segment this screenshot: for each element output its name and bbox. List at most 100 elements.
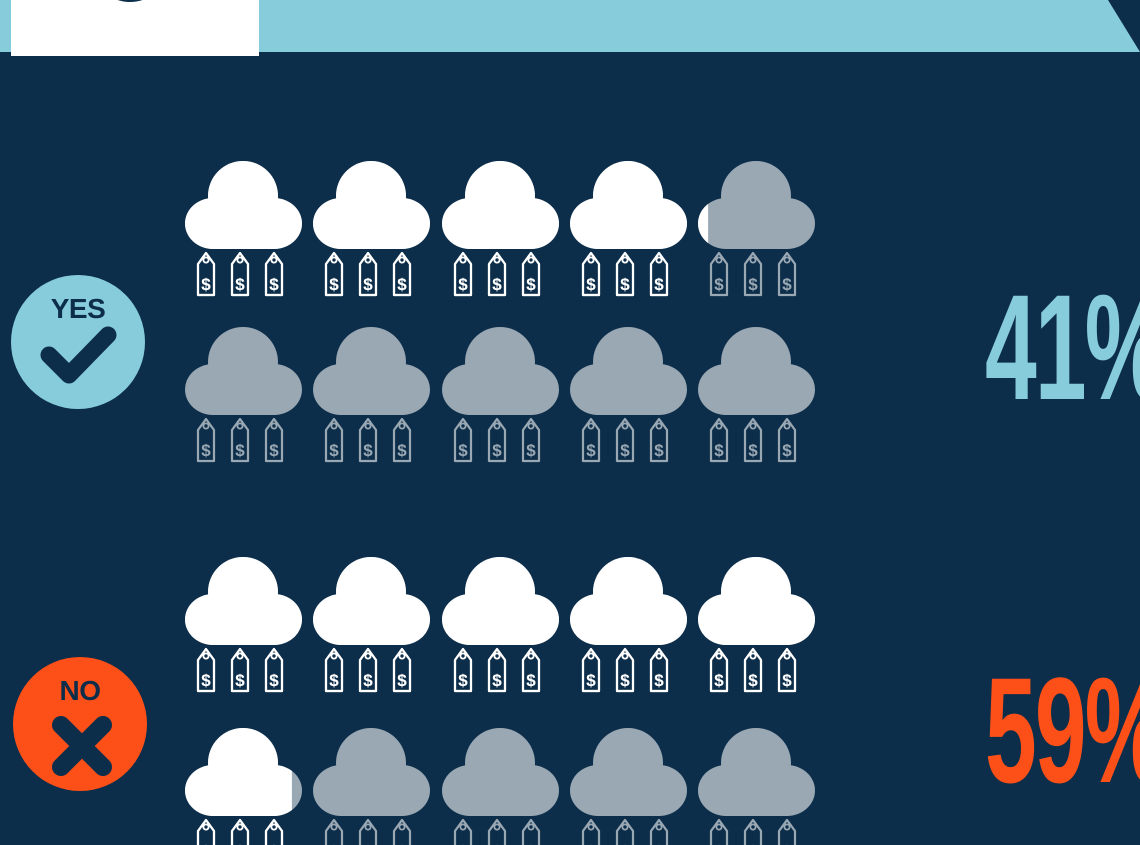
svg-text:$: $ xyxy=(782,275,792,294)
svg-text:$: $ xyxy=(458,275,468,294)
svg-text:$: $ xyxy=(586,842,596,845)
svg-text:$: $ xyxy=(201,842,211,845)
svg-text:$: $ xyxy=(458,275,468,294)
svg-text:$: $ xyxy=(458,671,468,690)
svg-text:$: $ xyxy=(458,441,468,460)
svg-text:$: $ xyxy=(748,842,758,845)
no-cloud-icon: $ $ $ xyxy=(313,728,430,845)
no-cloud-icon: $$$$$$ xyxy=(313,557,430,693)
yes-cloud-icon: $ $ $ xyxy=(570,327,687,463)
svg-text:$: $ xyxy=(201,671,211,690)
no-cloud-icon: $$$$$$ xyxy=(185,728,302,845)
no-badge: NO xyxy=(13,657,147,791)
svg-text:$: $ xyxy=(269,842,279,845)
svg-text:$: $ xyxy=(654,671,664,690)
svg-text:$: $ xyxy=(586,275,596,294)
svg-text:$: $ xyxy=(397,275,407,294)
svg-text:$: $ xyxy=(714,275,724,294)
svg-text:$: $ xyxy=(620,275,630,294)
svg-text:$: $ xyxy=(329,842,339,845)
svg-text:$: $ xyxy=(269,842,279,845)
svg-text:$: $ xyxy=(363,842,373,845)
svg-text:$: $ xyxy=(363,671,373,690)
yes-cloud-icon: $ $ $$ $ $ xyxy=(698,161,815,297)
yes-cloud-icon: $ $ $$ $ $ xyxy=(185,161,302,297)
no-cloud-icon: $ $ $ xyxy=(698,728,815,845)
yes-label: YES xyxy=(50,293,106,324)
svg-text:$: $ xyxy=(748,671,758,690)
svg-text:$: $ xyxy=(329,275,339,294)
svg-text:$: $ xyxy=(526,671,536,690)
yes-cloud-icon: $ $ $$ $ $ xyxy=(570,161,687,297)
top-banner xyxy=(0,0,1140,52)
svg-text:$: $ xyxy=(235,842,245,845)
svg-text:$: $ xyxy=(458,842,468,845)
svg-text:$: $ xyxy=(269,275,279,294)
svg-text:$: $ xyxy=(526,275,536,294)
no-cloud-icon: $$$$$$ xyxy=(442,557,559,693)
svg-text:$: $ xyxy=(492,671,502,690)
svg-text:$: $ xyxy=(492,842,502,845)
svg-text:$: $ xyxy=(397,671,407,690)
svg-text:$: $ xyxy=(329,441,339,460)
svg-text:$: $ xyxy=(586,275,596,294)
svg-text:$: $ xyxy=(586,671,596,690)
svg-text:$: $ xyxy=(526,441,536,460)
svg-text:$: $ xyxy=(363,671,373,690)
svg-text:$: $ xyxy=(329,275,339,294)
yes-badge: YES xyxy=(11,275,145,409)
yes-cloud-icon: $ $ $$ $ $ xyxy=(313,161,430,297)
svg-text:$: $ xyxy=(201,441,211,460)
svg-text:$: $ xyxy=(748,671,758,690)
svg-text:$: $ xyxy=(235,671,245,690)
svg-text:$: $ xyxy=(654,275,664,294)
svg-text:$: $ xyxy=(492,275,502,294)
svg-text:$: $ xyxy=(235,275,245,294)
svg-text:$: $ xyxy=(397,671,407,690)
svg-text:$: $ xyxy=(235,671,245,690)
yes-percent: 41% xyxy=(985,263,1140,431)
svg-text:$: $ xyxy=(269,441,279,460)
x-mark-icon xyxy=(52,716,112,776)
svg-text:$: $ xyxy=(492,275,502,294)
no-cloud-icon: $ $ $ xyxy=(570,728,687,845)
svg-text:$: $ xyxy=(329,671,339,690)
svg-text:$: $ xyxy=(654,671,664,690)
svg-text:$: $ xyxy=(269,671,279,690)
no-percent: 59% xyxy=(985,646,1140,814)
no-cloud-icon: $$$$$$ xyxy=(698,557,815,693)
svg-text:$: $ xyxy=(201,275,211,294)
svg-text:$: $ xyxy=(586,441,596,460)
svg-text:$: $ xyxy=(748,441,758,460)
svg-text:$: $ xyxy=(235,441,245,460)
svg-text:$: $ xyxy=(620,441,630,460)
svg-text:$: $ xyxy=(714,842,724,845)
svg-text:$: $ xyxy=(526,671,536,690)
svg-text:$: $ xyxy=(235,842,245,845)
svg-text:$: $ xyxy=(269,275,279,294)
svg-text:$: $ xyxy=(748,275,758,294)
svg-text:$: $ xyxy=(492,441,502,460)
yes-cloud-icon: $ $ $$ $ $ xyxy=(442,161,559,297)
yes-cloud-icon: $ $ $ xyxy=(185,327,302,463)
svg-text:$: $ xyxy=(458,671,468,690)
svg-text:$: $ xyxy=(654,842,664,845)
svg-text:$: $ xyxy=(586,671,596,690)
svg-text:$: $ xyxy=(201,275,211,294)
no-label: NO xyxy=(59,675,102,706)
svg-text:$: $ xyxy=(397,441,407,460)
svg-text:$: $ xyxy=(329,671,339,690)
svg-text:$: $ xyxy=(654,441,664,460)
yes-cloud-icon: $ $ $ xyxy=(442,327,559,463)
svg-text:$: $ xyxy=(782,441,792,460)
yes-cloud-icon: $ $ $ xyxy=(313,327,430,463)
svg-text:$: $ xyxy=(782,842,792,845)
svg-text:$: $ xyxy=(714,671,724,690)
svg-text:$: $ xyxy=(363,275,373,294)
svg-text:$: $ xyxy=(714,441,724,460)
svg-text:$: $ xyxy=(363,441,373,460)
svg-text:$: $ xyxy=(526,275,536,294)
svg-text:$: $ xyxy=(526,842,536,845)
svg-text:$: $ xyxy=(363,275,373,294)
